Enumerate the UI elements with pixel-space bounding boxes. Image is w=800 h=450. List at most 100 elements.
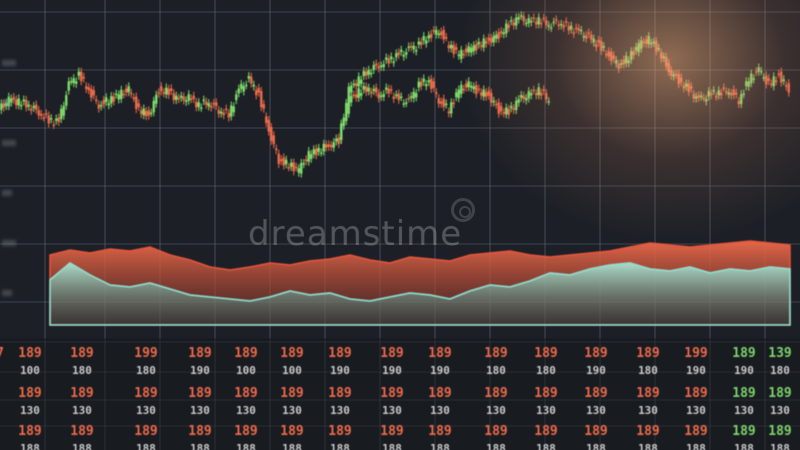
candle-body <box>512 108 515 110</box>
candle-body <box>162 92 165 94</box>
candle-body <box>222 112 225 116</box>
candle-body <box>530 93 533 96</box>
table-cell: 188 <box>282 442 302 450</box>
table-cell: 180 <box>638 364 658 377</box>
candle-body <box>17 98 20 106</box>
candle-body <box>437 33 440 36</box>
candle-body <box>57 117 60 122</box>
candle-body <box>455 92 458 98</box>
candle-body <box>690 86 693 89</box>
table-cell: 189 <box>18 386 42 401</box>
candle-body <box>322 143 325 152</box>
edge-label-block <box>2 190 12 196</box>
candle-body <box>755 71 758 73</box>
candle-body <box>650 42 653 45</box>
candle-body <box>710 93 713 95</box>
candle-body <box>590 34 593 40</box>
table-cell: 189 <box>70 424 94 439</box>
candle-body <box>537 87 540 96</box>
candle-body <box>365 86 368 93</box>
candle-body <box>737 101 740 104</box>
table-cell: 188 <box>382 442 402 450</box>
candle-body <box>130 92 133 95</box>
table-cell: 188 <box>486 442 506 450</box>
candle-body <box>382 64 385 68</box>
candle-body <box>617 63 620 69</box>
candle-body <box>410 46 413 48</box>
table-cell: 188 <box>136 442 156 450</box>
candle-body <box>117 94 120 100</box>
table-cell: 100 <box>20 364 40 377</box>
candle-body <box>512 22 515 26</box>
candle-body <box>52 124 55 126</box>
candle-body <box>360 93 363 96</box>
candle-body <box>285 159 288 165</box>
candle-body <box>762 77 765 79</box>
candle-body <box>505 107 508 115</box>
candle-body <box>417 81 420 88</box>
candle-body <box>445 37 448 39</box>
table-cell: 189 <box>768 424 792 439</box>
edge-label-block <box>2 140 16 146</box>
candle-body <box>92 90 95 96</box>
candle-body <box>630 51 633 60</box>
candle-body <box>407 46 410 48</box>
candle-body <box>655 41 658 52</box>
table-cell: 180 <box>486 364 506 377</box>
candle-body <box>530 20 533 23</box>
table-cell: 130 <box>536 404 556 417</box>
price-table: 7189189199189189189189189189189189189189… <box>0 340 800 450</box>
candle-body <box>275 148 278 151</box>
table-cell: 130 <box>638 404 658 417</box>
candle-body <box>472 86 475 90</box>
candle-body <box>110 96 113 104</box>
candle-body <box>657 47 660 50</box>
candle-body <box>730 93 733 96</box>
table-cell: 189 <box>428 424 452 439</box>
candle-body <box>337 137 340 144</box>
candle-body <box>370 91 373 94</box>
candle-body <box>475 85 478 95</box>
candle-body <box>675 73 678 76</box>
candle-body <box>522 15 525 22</box>
table-cell: 130 <box>20 404 40 417</box>
table-cell: 180 <box>770 364 790 377</box>
candle-body <box>467 81 470 88</box>
candle-body <box>747 81 750 87</box>
candle-body <box>527 18 530 24</box>
candle-body <box>492 100 495 103</box>
candle-body <box>520 15 523 17</box>
teal-area-series <box>49 262 791 326</box>
candle-body <box>272 135 275 145</box>
candle-body <box>62 105 65 116</box>
candle-body <box>320 152 323 154</box>
candle-body <box>220 111 223 114</box>
candle-body <box>765 75 768 85</box>
candle-body <box>362 71 365 77</box>
candle-body <box>65 95 68 106</box>
candle-body <box>432 30 435 32</box>
candle-body <box>577 28 580 31</box>
table-cell: 189 <box>534 424 558 439</box>
table-cell: 189 <box>134 386 158 401</box>
candle-body <box>260 91 263 108</box>
table-cell: 188 <box>536 442 556 450</box>
table-cell: 189 <box>280 346 304 361</box>
candle-body <box>685 83 688 87</box>
candle-body <box>315 148 318 156</box>
candle-body <box>487 37 490 41</box>
watermark-logo-icon <box>451 198 475 222</box>
table-cell: 130 <box>770 404 790 417</box>
candle-body <box>355 94 358 98</box>
candle-body <box>465 83 468 88</box>
candle-body <box>442 29 445 40</box>
candle-body <box>550 27 553 29</box>
candle-body <box>697 95 700 98</box>
candle-body <box>460 49 463 59</box>
candle-body <box>405 52 408 55</box>
candle-body <box>172 93 175 100</box>
candle-body <box>100 105 103 107</box>
candle-body <box>450 102 453 114</box>
candle-body <box>567 25 570 31</box>
candle-body <box>532 89 535 92</box>
